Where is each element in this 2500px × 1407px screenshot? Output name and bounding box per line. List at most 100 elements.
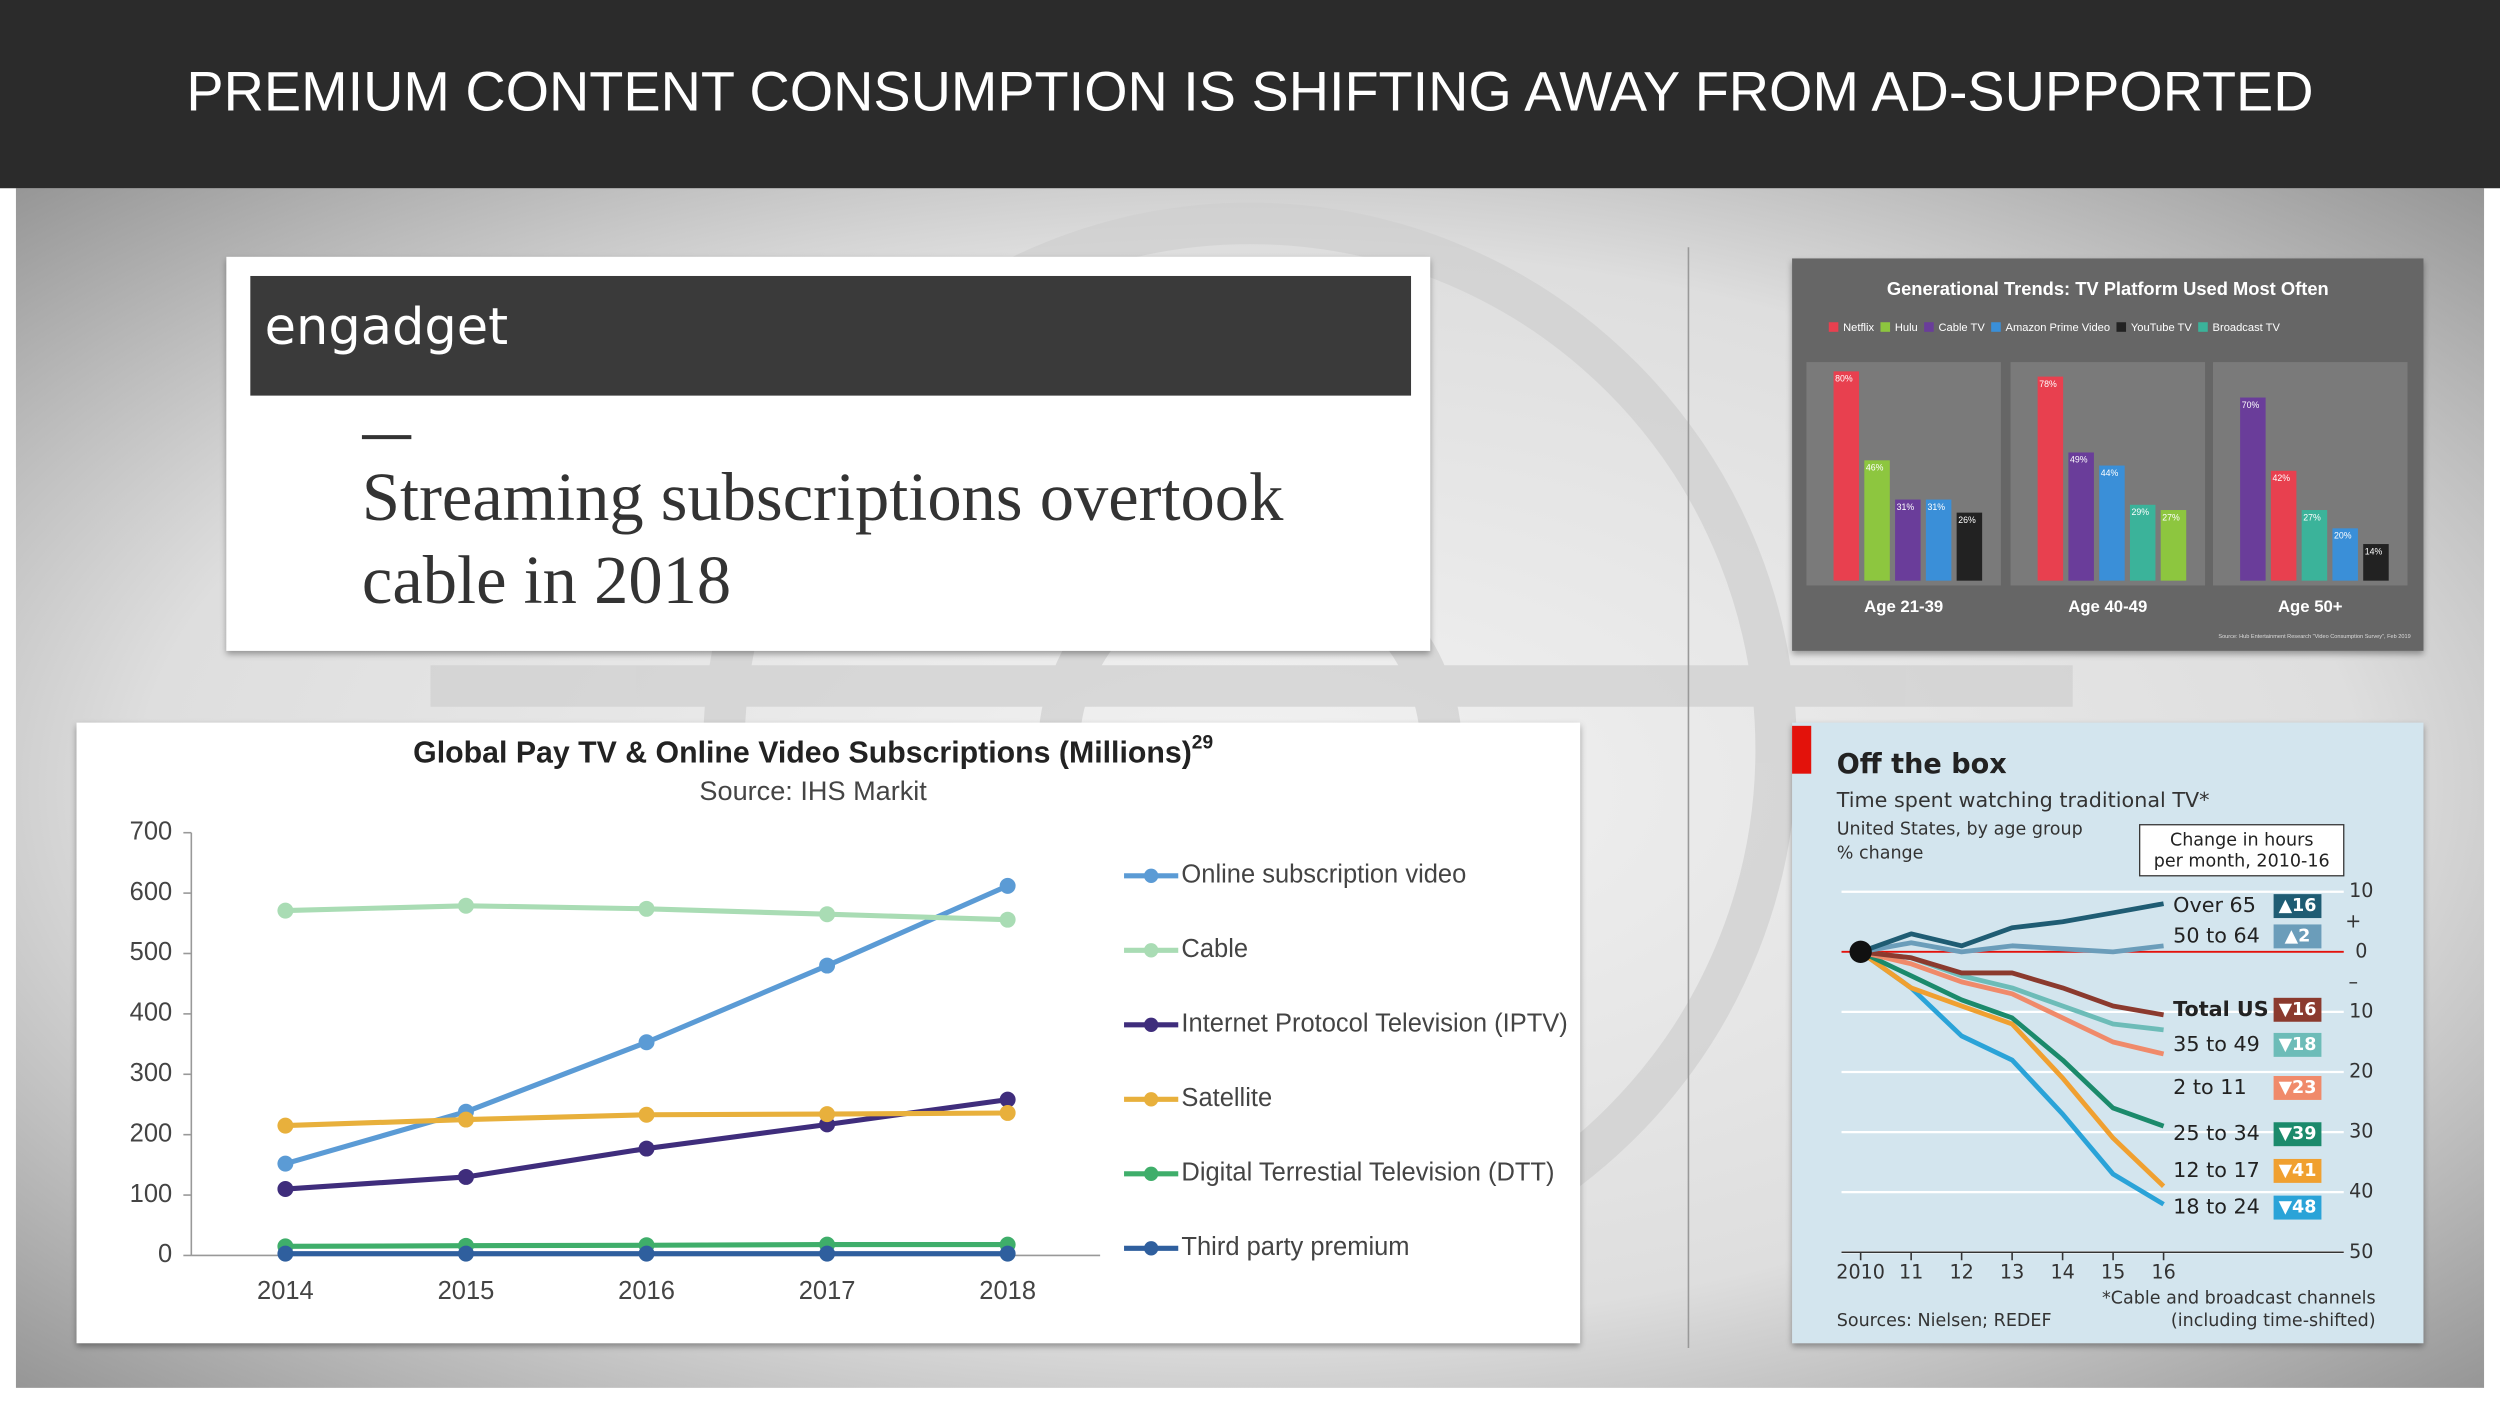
point <box>819 1106 836 1123</box>
x-tick-label: 2016 <box>618 1277 675 1305</box>
change-label: ▲16 <box>2279 896 2317 916</box>
chart-title: Generational Trends: TV Platform Used Mo… <box>1887 278 2329 299</box>
value-label: 14% <box>2365 546 2383 556</box>
y-tick-label: 500 <box>130 938 173 966</box>
value-label: 27% <box>2303 512 2321 522</box>
point <box>999 1245 1016 1262</box>
series-line <box>1860 949 2165 1057</box>
series-line <box>1859 949 2166 1188</box>
x-tick-label: 2015 <box>438 1277 495 1305</box>
bar <box>2301 510 2328 581</box>
source: Source: Hub Entertainment Research "Vide… <box>2218 634 2410 640</box>
value-label: 31% <box>1897 502 1915 512</box>
legend-label: Broadcast TV <box>2213 322 2281 334</box>
y-tick-label: 600 <box>130 878 173 906</box>
chart-card <box>1792 722 2424 1344</box>
value-label: 80% <box>1835 374 1853 384</box>
change-label: ▼23 <box>2279 1078 2317 1098</box>
subscriptions-chart: Global Pay TV & Online Video Subscriptio… <box>130 732 1568 1304</box>
chart-note: United States, by age group <box>1837 820 2083 840</box>
y-sign-label: + <box>2345 910 2361 933</box>
y-tick-label: 200 <box>130 1119 173 1147</box>
chart-title: Off the box <box>1837 749 2008 780</box>
legend-swatch <box>1924 322 1934 332</box>
y-tick-label: 400 <box>130 999 173 1027</box>
bar <box>2099 465 2125 581</box>
series-label: Over 65 <box>2173 893 2256 917</box>
change-box <box>2273 924 2322 949</box>
title-bar <box>0 0 2500 189</box>
change-box <box>2273 1158 2322 1183</box>
legend-swatch <box>2198 322 2208 332</box>
value-label: 27% <box>2162 512 2180 522</box>
change-box <box>2273 1195 2322 1220</box>
chart-title: Global Pay TV & Online Video Subscriptio… <box>413 732 1213 769</box>
bar <box>1864 460 1890 581</box>
value-label: 78% <box>2039 379 2057 389</box>
legend-label: Amazon Prime Video <box>2006 322 2111 334</box>
series-label: 12 to 17 <box>2173 1158 2260 1182</box>
change-label: ▼41 <box>2279 1161 2317 1181</box>
bar <box>2332 528 2358 581</box>
bar <box>1956 512 1983 581</box>
value-label: 26% <box>1958 515 1976 525</box>
series-line <box>1859 949 2165 1129</box>
change-box <box>2273 997 2322 1022</box>
legend-label: Cable TV <box>1939 322 1986 334</box>
point <box>638 1140 655 1157</box>
legend-swatch <box>1991 322 2001 332</box>
x-tick-label: Age 40-49 <box>2068 597 2147 616</box>
change-label: ▼48 <box>2279 1198 2317 1218</box>
change-label: ▼16 <box>2279 1000 2317 1020</box>
x-tick-label: Age 21-39 <box>1864 597 1943 616</box>
y-tick-label: 30 <box>2349 1120 2373 1143</box>
chart-note: % change <box>1837 843 1924 863</box>
generational-chart: Generational Trends: TV Platform Used Mo… <box>1806 278 2411 640</box>
point <box>638 1106 655 1123</box>
y-tick-label: 10 <box>2349 999 2373 1022</box>
point <box>638 1034 655 1051</box>
legend-swatch <box>1143 943 1159 958</box>
chart-title-text: Global Pay TV & Online Video Subscriptio… <box>413 737 1192 770</box>
point <box>457 1245 474 1262</box>
point <box>999 1091 1016 1108</box>
legend-swatch <box>1828 322 1839 332</box>
bar <box>2240 397 2266 581</box>
series-line <box>1860 940 2164 955</box>
bar <box>2037 376 2064 581</box>
bar <box>1895 499 1921 581</box>
value-label: 29% <box>2132 507 2150 517</box>
y-tick-label: 700 <box>130 817 173 845</box>
value-label: 70% <box>2242 400 2260 410</box>
legend-label: Digital Terrestial Television (DTT) <box>1181 1159 1554 1187</box>
bar <box>2270 470 2297 581</box>
bar <box>2363 544 2389 581</box>
value-label: 31% <box>1927 502 1945 512</box>
legend-label: YouTube TV <box>2131 322 2193 334</box>
change-box <box>2273 1122 2322 1147</box>
footnote: (including time-shifted) <box>2171 1311 2376 1331</box>
series-label: 25 to 34 <box>2173 1121 2260 1145</box>
x-tick-label: 13 <box>2000 1260 2024 1283</box>
article-banner <box>250 275 1412 396</box>
bar <box>2160 510 2187 581</box>
y-tick-label: 0 <box>2355 939 2367 962</box>
y-tick-label: 10 <box>2349 879 2373 902</box>
change-label: ▼18 <box>2279 1035 2317 1055</box>
point <box>277 1117 294 1134</box>
point <box>999 1104 1016 1121</box>
series-label: 18 to 24 <box>2173 1195 2260 1219</box>
legend-swatch <box>1143 868 1159 883</box>
x-tick-label: 14 <box>2050 1260 2074 1283</box>
brand: engadget <box>265 298 508 357</box>
legend-swatch <box>1143 1017 1159 1032</box>
point <box>819 957 836 974</box>
legend-label: Online subscription video <box>1181 861 1466 889</box>
bar <box>1925 499 1952 581</box>
series-line <box>1859 901 2165 955</box>
point <box>819 1245 836 1262</box>
change-header-box <box>2139 824 2345 877</box>
red-tab <box>1792 725 1812 774</box>
legend-label: Internet Protocol Television (IPTV) <box>1181 1010 1567 1038</box>
